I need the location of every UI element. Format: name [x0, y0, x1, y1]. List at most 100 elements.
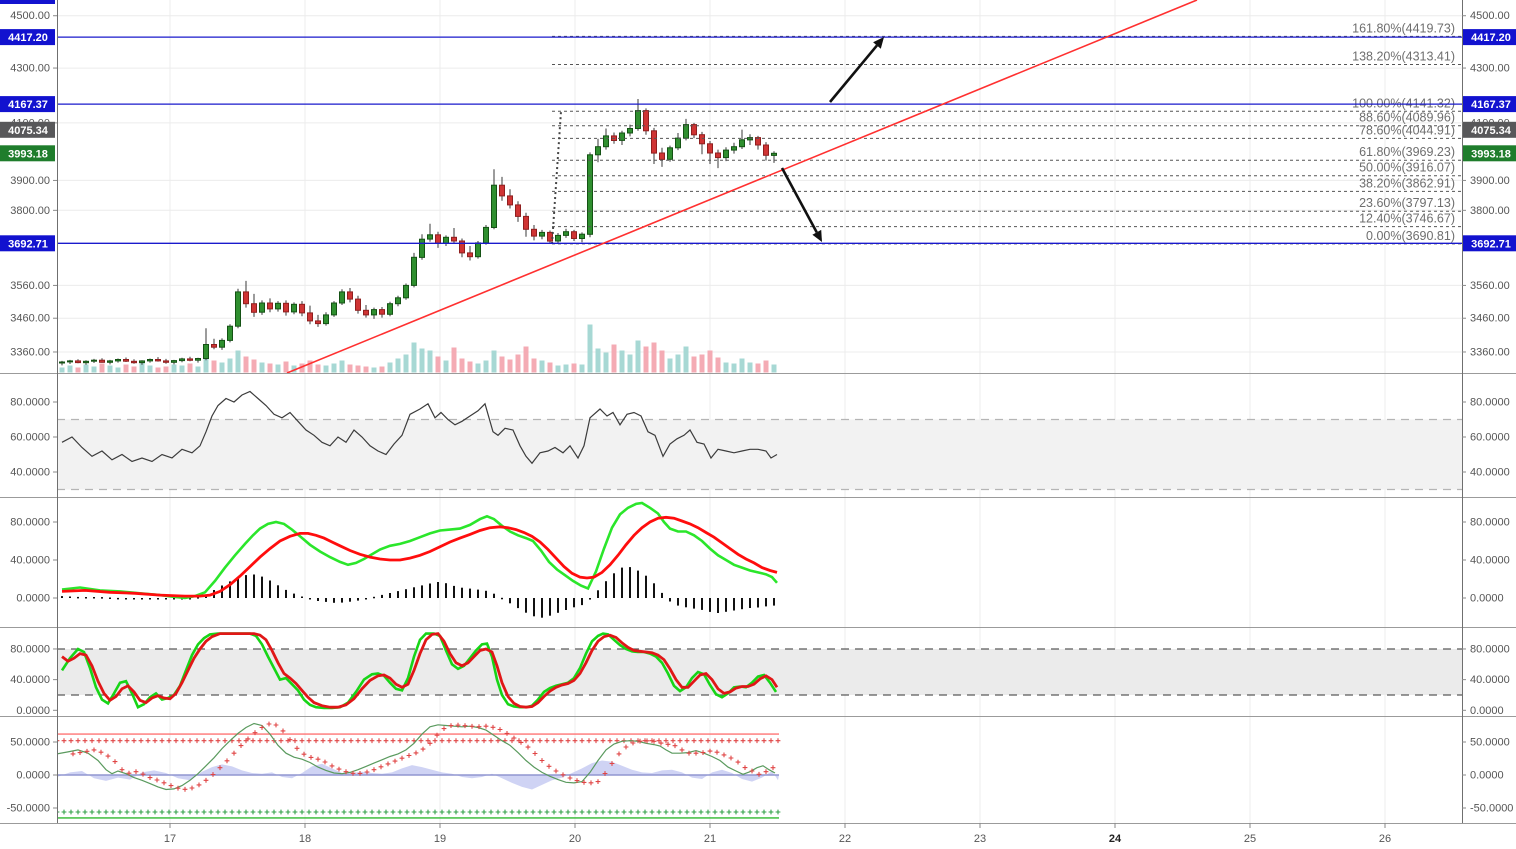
histogram-bar	[349, 598, 351, 602]
candle-body	[643, 110, 649, 132]
histogram-bar	[581, 598, 583, 606]
axis-tick-label: 80.0000	[10, 397, 50, 409]
fib-level-label: 100.00%(4141.32)	[1352, 96, 1455, 110]
candle-body	[75, 360, 81, 364]
axis-tick-label: 3460.00	[1470, 313, 1510, 325]
candle-body	[355, 298, 361, 311]
axis-tick-label: 80.0000	[1470, 397, 1510, 409]
candle-body	[299, 303, 305, 314]
panel-separators	[0, 373, 1516, 824]
annotation-arrow-up[interactable]	[829, 37, 884, 103]
candle-body	[659, 152, 665, 160]
candle-body	[419, 238, 425, 258]
price-badge-bg	[1463, 29, 1516, 46]
volume-bar	[707, 350, 713, 373]
histogram-bar	[381, 594, 383, 598]
price-badge: 3692.71	[0, 235, 55, 252]
price-axis-left[interactable]: 4500.004300.004100.003900.003800.003560.…	[0, 0, 57, 815]
histogram-bar	[165, 598, 167, 600]
histogram-bar	[509, 598, 511, 604]
axis-tick-label: 3560.00	[10, 280, 50, 292]
price-badge-bg	[0, 145, 55, 162]
volume-bar	[443, 360, 449, 373]
candle-body	[219, 339, 225, 348]
volume-bar	[75, 367, 81, 373]
axis-tick-label: 0.0000	[1470, 593, 1504, 605]
candle-body	[427, 234, 433, 240]
histogram-bar	[573, 598, 575, 608]
axis-tick-label: 3800.00	[1470, 205, 1510, 217]
volume-bar	[451, 347, 457, 373]
volume-bar	[499, 356, 505, 373]
histogram-bar	[669, 598, 671, 602]
histogram-bar	[565, 598, 567, 610]
histogram-bar	[325, 598, 327, 602]
volume-bar	[283, 361, 289, 373]
volume-bar	[163, 366, 169, 373]
volume-bar	[91, 366, 97, 373]
candle-body	[499, 184, 505, 197]
histogram-bar	[613, 573, 615, 598]
price-badge-bg	[0, 121, 55, 138]
volume-bar	[323, 365, 329, 373]
arrow-head	[873, 37, 884, 49]
histogram-bar	[109, 597, 111, 599]
price-badge: 4075.34	[0, 121, 55, 138]
fibonacci-retracement[interactable]: 161.80%(4419.73) 138.20%(4313.41) 100.00%(…	[551, 21, 1462, 245]
axis-tick-label: 4300.00	[1470, 63, 1510, 75]
price-axis-right[interactable]: 4500.004300.004100.003900.003800.003560.…	[1462, 10, 1516, 815]
histogram-bar	[661, 592, 663, 598]
candle-body	[323, 314, 329, 325]
histogram-bar	[93, 597, 95, 599]
volume-bar	[235, 350, 241, 373]
axis-tick-label: 40.0000	[10, 555, 50, 567]
histogram-bar	[701, 598, 703, 610]
slow-line	[61, 632, 779, 709]
volume-bar	[435, 356, 441, 373]
volume-bar	[539, 360, 545, 373]
volume-bar	[739, 358, 745, 373]
histogram-bar	[557, 598, 559, 613]
price-badge-label: 4075.34	[1471, 125, 1512, 137]
trendline-drawing[interactable]	[286, 0, 1198, 374]
annotation-arrow-down[interactable]	[780, 167, 822, 242]
candle-body	[731, 146, 737, 151]
horizontal-level-lines[interactable]	[57, 36, 1462, 244]
chart-plot-area[interactable]	[57, 0, 1462, 823]
volume-bar	[67, 365, 73, 373]
volume-bar	[771, 364, 777, 373]
volume-bar	[179, 365, 185, 373]
time-axis[interactable]: 17 18 19 20 21 22 23 24 25 26	[164, 823, 1391, 845]
histogram-bar	[405, 589, 407, 598]
candle-body	[715, 152, 721, 159]
volume-bar	[355, 365, 361, 373]
axis-tick-label: 0.0000	[1470, 770, 1504, 782]
volume-bar	[627, 354, 633, 373]
axis-tick-label: 60.0000	[10, 432, 50, 444]
volume-bar	[699, 354, 705, 373]
axis-tick-label: 50.0000	[1470, 737, 1510, 749]
fib-level-label: 38.20%(3862.91)	[1359, 176, 1455, 190]
volume-bar	[723, 362, 729, 373]
axis-tick-label: 4500.00	[10, 10, 50, 22]
fib-level-label: 61.80%(3969.23)	[1359, 145, 1455, 159]
price-badge-label: 4167.37	[1471, 99, 1511, 111]
histogram-bar	[765, 598, 767, 607]
histogram-bar	[445, 583, 447, 598]
volume-bar	[371, 367, 377, 373]
price-badge-label: 3993.18	[1471, 148, 1511, 160]
volume-bar	[275, 364, 281, 373]
volume-bar	[659, 350, 665, 373]
histogram-bar	[357, 598, 359, 601]
volume-bar	[691, 356, 697, 373]
price-badge-bg	[1463, 235, 1516, 252]
histogram-bar	[749, 598, 751, 608]
band-fill	[57, 419, 1462, 490]
volume-bar	[339, 360, 345, 373]
candle-body	[587, 154, 593, 235]
axis-tick-label: -50.0000	[1470, 803, 1513, 815]
volume-bar	[403, 354, 409, 373]
candle-body	[595, 146, 601, 156]
volume-bar	[131, 366, 137, 373]
